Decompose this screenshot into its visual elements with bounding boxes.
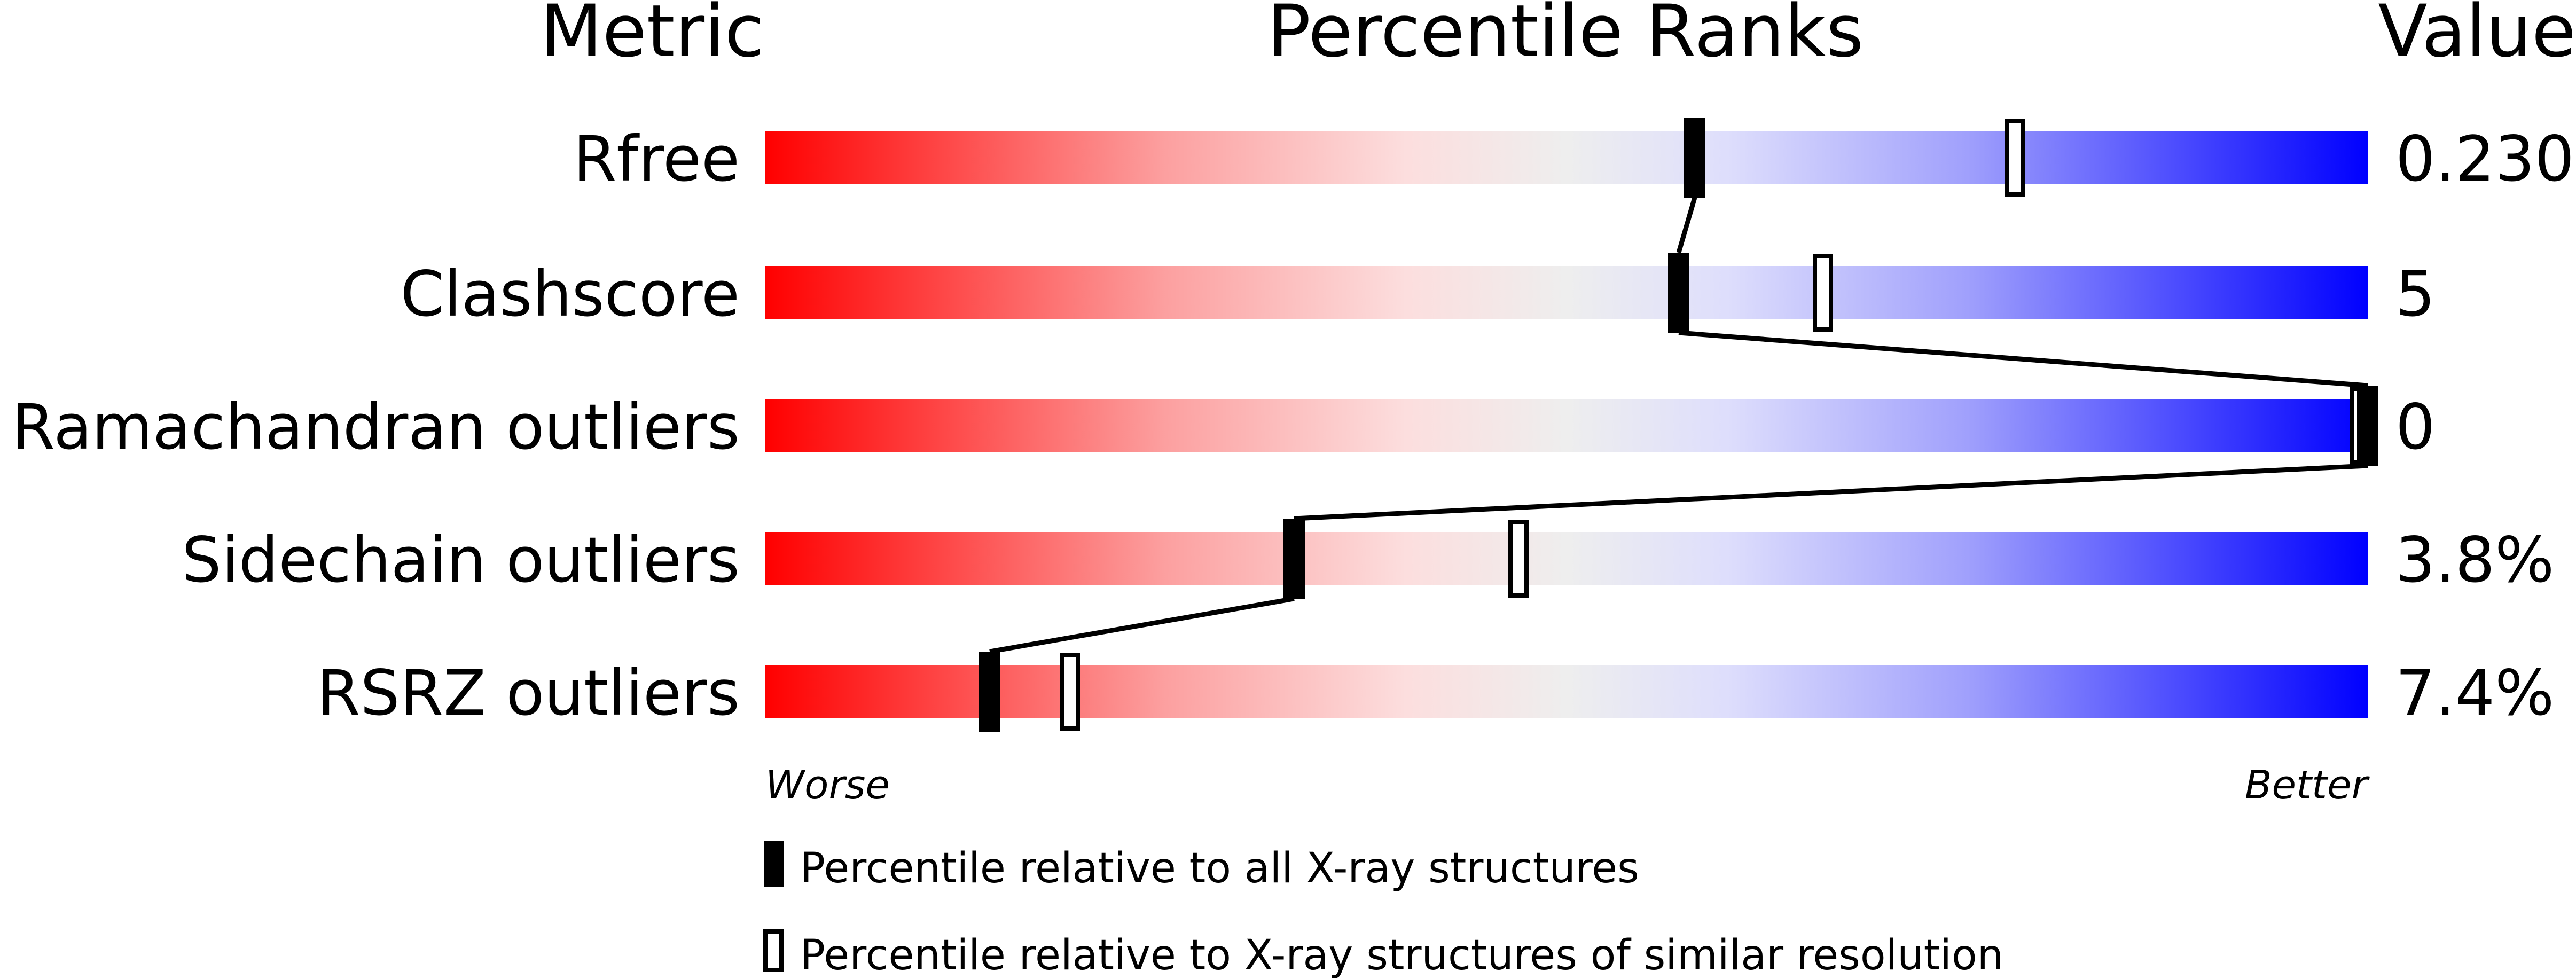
percentile-bar bbox=[765, 131, 2368, 184]
percentile-bar bbox=[765, 266, 2368, 319]
similar-resolution-marker bbox=[2005, 119, 2025, 197]
metric-label: Sidechain outliers bbox=[182, 523, 740, 597]
all-structures-marker bbox=[1283, 519, 1305, 599]
connector-line bbox=[989, 596, 1295, 654]
legend-all-label: Percentile relative to all X-ray structu… bbox=[800, 844, 1639, 892]
header-value: Value bbox=[2378, 0, 2576, 73]
connector-line bbox=[1294, 463, 2368, 521]
all-structures-marker bbox=[2357, 386, 2378, 466]
percentile-bar bbox=[765, 532, 2368, 585]
connector-line bbox=[1676, 197, 1697, 254]
metric-label: RSRZ outliers bbox=[317, 656, 740, 730]
similar-resolution-marker bbox=[1508, 520, 1529, 598]
legend-filled-marker bbox=[764, 841, 784, 887]
metric-label: Ramachandran outliers bbox=[12, 390, 740, 464]
similar-resolution-marker bbox=[1060, 653, 1080, 731]
metric-value: 5 bbox=[2395, 257, 2435, 331]
axis-worse-label: Worse bbox=[765, 762, 890, 808]
metric-value: 0.230 bbox=[2395, 122, 2574, 195]
all-structures-marker bbox=[1684, 118, 1705, 198]
all-structures-marker bbox=[979, 652, 1000, 732]
header-metric: Metric bbox=[540, 0, 764, 73]
metric-value: 3.8% bbox=[2395, 523, 2554, 597]
metric-value: 7.4% bbox=[2395, 656, 2554, 730]
metric-label: Rfree bbox=[573, 122, 740, 195]
percentile-bar bbox=[765, 665, 2368, 718]
percentile-bar bbox=[765, 399, 2368, 452]
metric-label: Clashscore bbox=[401, 257, 740, 331]
legend-similar-label: Percentile relative to X-ray structures … bbox=[800, 931, 2003, 979]
legend-open-marker bbox=[763, 929, 784, 972]
all-structures-marker bbox=[1668, 253, 1689, 333]
metric-value: 0 bbox=[2395, 390, 2435, 464]
similar-resolution-marker bbox=[1813, 254, 1833, 332]
axis-better-label: Better bbox=[2245, 762, 2370, 808]
header-percentile-ranks: Percentile Ranks bbox=[1267, 0, 1864, 73]
connector-line bbox=[1678, 330, 2368, 388]
